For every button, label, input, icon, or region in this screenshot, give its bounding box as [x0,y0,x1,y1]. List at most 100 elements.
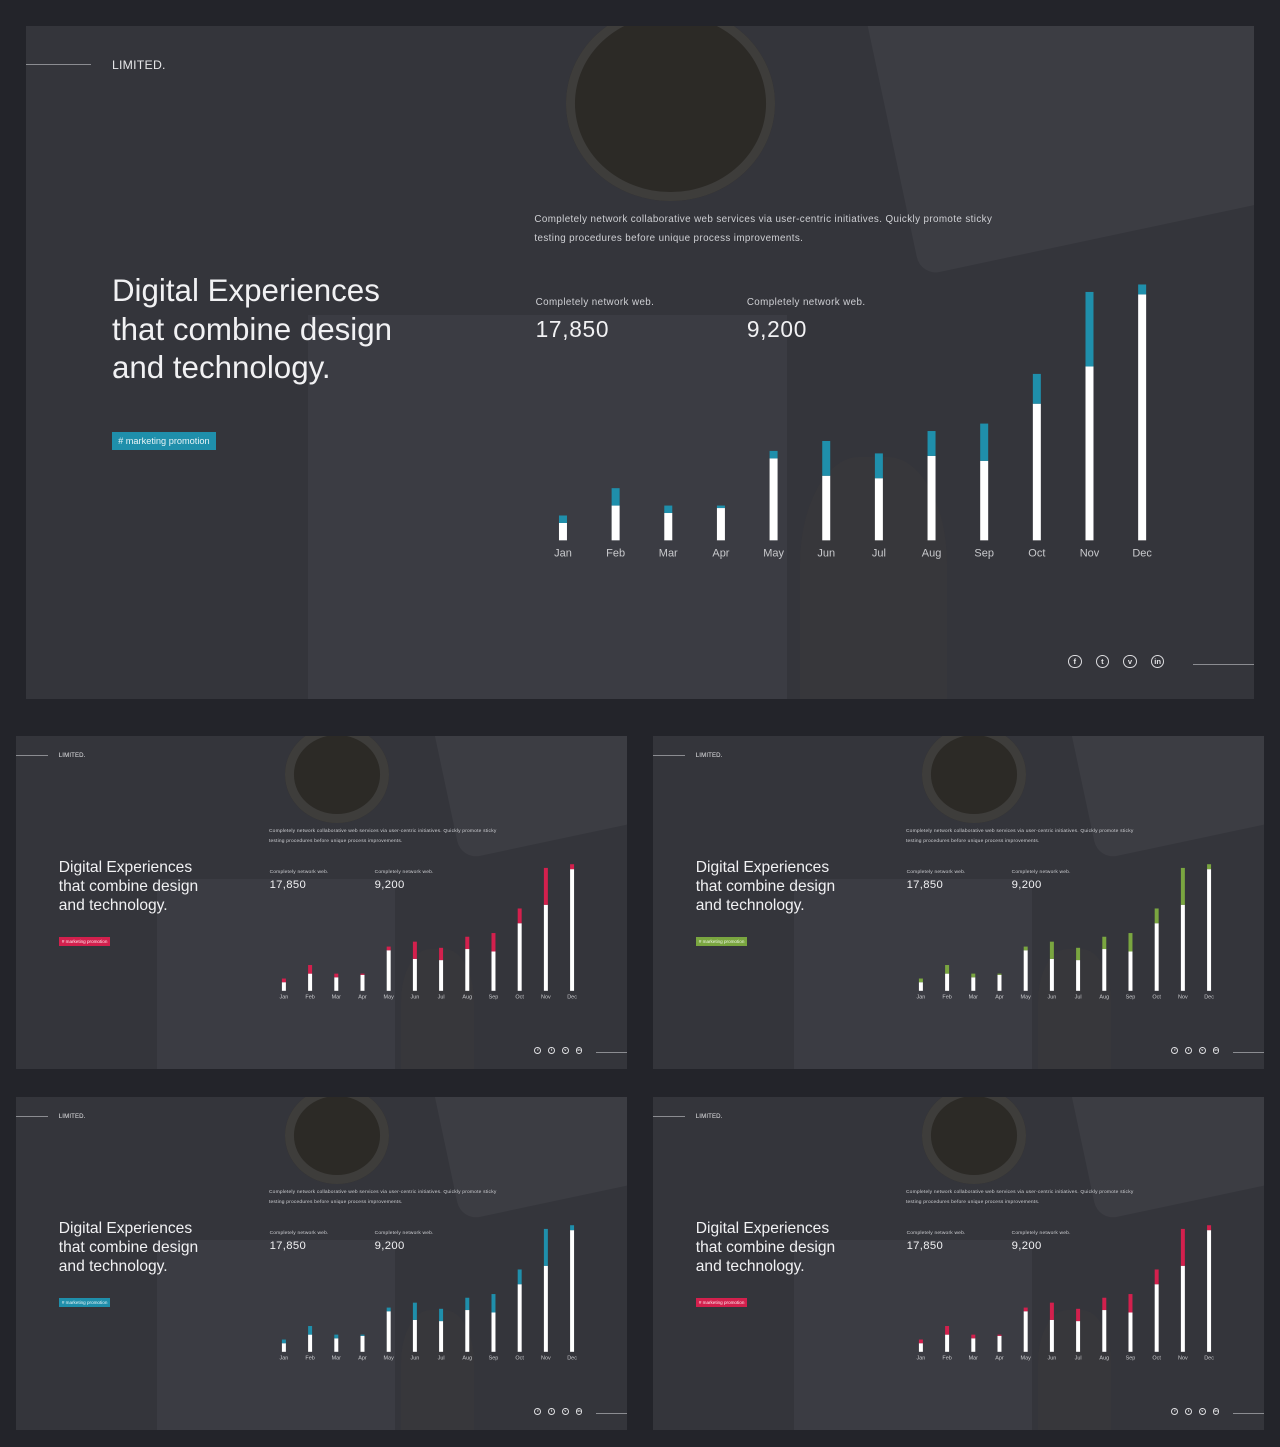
facebook-icon[interactable]: f [1171,1047,1179,1054]
facebook-icon[interactable]: f [1171,1408,1179,1415]
bar-base-segment [1180,1265,1185,1352]
twitter-icon[interactable]: t [1185,1047,1192,1054]
bottom-divider [596,1051,627,1053]
month-tick-label: Nov [1178,1355,1188,1361]
tag-badge[interactable]: # marketing promotion [695,936,748,947]
tag-badge[interactable]: # marketing promotion [111,431,216,451]
twitter-icon[interactable]: t [548,1408,555,1415]
bar-base-segment [569,868,574,991]
month-tick-label: Feb [607,547,626,559]
top-divider [26,63,92,65]
vimeo-icon[interactable]: v [1198,1408,1206,1415]
bar-accent-segment [1206,863,1211,869]
month-tick-label: Mar [331,1355,341,1361]
bar-accent-segment [569,1224,574,1230]
month-tick-label: Oct [1029,547,1046,559]
month-tick-label: Aug [462,994,472,1000]
twitter-icon[interactable]: t [1185,1408,1192,1415]
linkedin-icon[interactable]: in [1212,1047,1220,1054]
bar-accent-segment [997,1334,1001,1336]
slide-thumbnail-1[interactable]: LIMITED. Digital Experiences that combine … [16,736,627,1069]
headline-line: and technology. [111,349,331,385]
bar-base-segment [1138,294,1147,541]
vimeo-icon[interactable]: v [561,1408,569,1415]
month-tick-label: Jul [1074,994,1081,1000]
month-tick-label: Aug [462,1355,472,1361]
bar-accent-segment [543,867,548,905]
bar-accent-segment [1023,946,1028,950]
bar-accent-segment [517,908,522,923]
bar-base-segment [464,948,469,991]
bar-base-segment [1085,366,1094,541]
bar-accent-segment [438,1308,443,1321]
vimeo-icon[interactable]: v [1123,654,1137,669]
stat-label: Completely network web. [374,1231,434,1237]
bar-base-segment [438,1320,443,1352]
month-tick-label: Jan [916,1355,925,1361]
bar-accent-segment [490,1293,495,1313]
slide-thumbnail-3[interactable]: LIMITED. Digital Experiences that combine … [16,1097,627,1430]
month-tick-label: Jan [279,1355,288,1361]
bottom-divider [1233,1412,1264,1414]
headline-line: that combine design [58,1238,199,1256]
bar-base-segment [543,1265,548,1352]
facebook-icon[interactable]: f [534,1408,542,1415]
bar-base-segment [412,1319,417,1352]
bar-accent-segment [569,863,574,869]
facebook-icon[interactable]: f [534,1047,542,1054]
bar-accent-segment [543,1228,548,1266]
bar-accent-segment [1101,1297,1106,1310]
headline-line: that combine design [58,877,199,895]
stat-block: Completely network web. 9,200 [375,870,434,891]
stat-block: Completely network web. 17,850 [536,297,655,342]
social-links: f t v in [1171,1047,1220,1054]
bar-base-segment [386,949,391,991]
intro-text: Completely network collaborative web ser… [905,828,1134,844]
month-tick-label: Jul [437,1355,444,1361]
bar-accent-segment [281,1339,286,1343]
linkedin-icon[interactable]: in [1150,654,1165,669]
bar-base-segment [1127,951,1132,991]
coffee-mug [284,736,389,823]
linkedin-icon[interactable]: in [575,1408,583,1415]
monthly-bar-chart: Jan Feb Mar Apr May Jun Jul Aug Sep Oct Nov Dec [916,1224,1214,1361]
bar-base-segment [875,477,884,541]
social-links: f t v in [1068,654,1165,669]
stat-value: 9,200 [746,315,808,342]
bar-accent-segment [1154,1269,1159,1284]
bar-accent-segment [360,1334,364,1336]
twitter-icon[interactable]: t [548,1047,555,1054]
vimeo-icon[interactable]: v [1198,1047,1206,1054]
vimeo-icon[interactable]: v [561,1047,569,1054]
facebook-icon[interactable]: f [1068,654,1082,669]
bar-accent-segment [612,487,621,506]
month-tick-label: May [1020,1355,1031,1361]
headline-line: that combine design [695,877,836,895]
bar-accent-segment [944,964,949,974]
bar-accent-segment [333,1334,338,1338]
bar-accent-segment [386,946,391,950]
bar-accent-segment [1049,941,1054,959]
bar-base-segment [333,976,338,991]
slide-thumbnail-2[interactable]: LIMITED. Digital Experiences that combine … [653,736,1264,1069]
tag-badge[interactable]: # marketing promotion [58,1297,111,1308]
stat-value: 9,200 [374,1239,405,1252]
bar-base-segment [360,974,364,991]
bar-accent-segment [980,423,989,461]
monthly-bar-chart: Jan Feb Mar Apr May Jun Jul Aug Sep Oct Nov Dec [279,863,577,1000]
linkedin-icon[interactable]: in [1212,1408,1220,1415]
slide-main[interactable]: LIMITED. Digital Experiences that combine … [26,26,1254,699]
slide-thumbnail-4[interactable]: LIMITED. Digital Experiences that combine … [653,1097,1264,1430]
linkedin-icon[interactable]: in [575,1047,583,1054]
month-tick-label: Feb [942,994,951,1000]
stat-label: Completely network web. [906,870,966,876]
stat-block: Completely network web. 17,850 [270,1231,329,1252]
chart-paper [156,1240,395,1430]
tag-badge[interactable]: # marketing promotion [58,936,111,947]
bar-base-segment [1154,1283,1159,1352]
month-tick-label: Nov [541,1355,551,1361]
bar-accent-segment [822,440,831,476]
twitter-icon[interactable]: t [1095,654,1110,669]
tag-badge[interactable]: # marketing promotion [695,1297,748,1308]
bar-accent-segment [412,1302,417,1320]
